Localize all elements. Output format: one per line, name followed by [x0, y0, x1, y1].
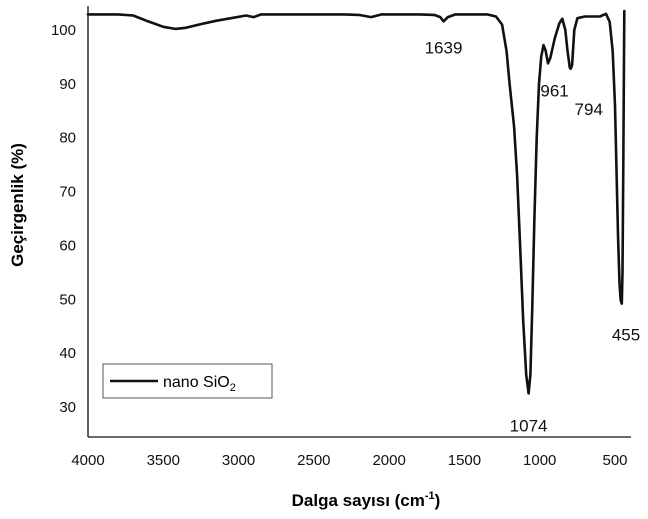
y-tick-label: 40	[59, 345, 76, 362]
y-tick-label: 100	[51, 22, 76, 39]
y-tick-label: 80	[59, 130, 76, 147]
peak-annotations: 1639 961 794 1074 455	[425, 38, 641, 435]
peak-label-794: 794	[575, 100, 603, 119]
y-tick-label: 30	[59, 399, 76, 416]
y-tick-label: 60	[59, 237, 76, 254]
y-tick-label: 90	[59, 76, 76, 93]
x-tick-label: 4000	[71, 452, 104, 469]
x-tick-label: 3000	[222, 452, 255, 469]
peak-label-1074: 1074	[510, 417, 548, 436]
legend-label: nano SiO2	[163, 374, 236, 394]
peak-label-1639: 1639	[425, 38, 463, 57]
x-tick-label: 1000	[523, 452, 556, 469]
series-line-nano-sio2	[86, 9, 626, 395]
x-tick-label: 500	[602, 452, 627, 469]
x-axis-title: Dalga sayısı (cm-1)	[292, 490, 441, 510]
peak-label-455: 455	[612, 326, 640, 345]
x-tick-label: 3500	[147, 452, 180, 469]
x-tick-label: 2500	[297, 452, 330, 469]
legend: nano SiO2	[102, 363, 273, 399]
x-tick-label: 2000	[372, 452, 405, 469]
y-tick-label: 50	[59, 291, 76, 308]
peak-label-961: 961	[540, 81, 568, 100]
y-tick-labels: 30 40 50 60 70 80 90 100	[51, 22, 76, 416]
y-tick-label: 70	[59, 184, 76, 201]
x-tick-labels: 4000 3500 3000 2500 2000 1500 1000 500	[71, 452, 627, 469]
y-axis-title: Geçirgenlik (%)	[8, 143, 27, 267]
x-tick-label: 1500	[448, 452, 481, 469]
